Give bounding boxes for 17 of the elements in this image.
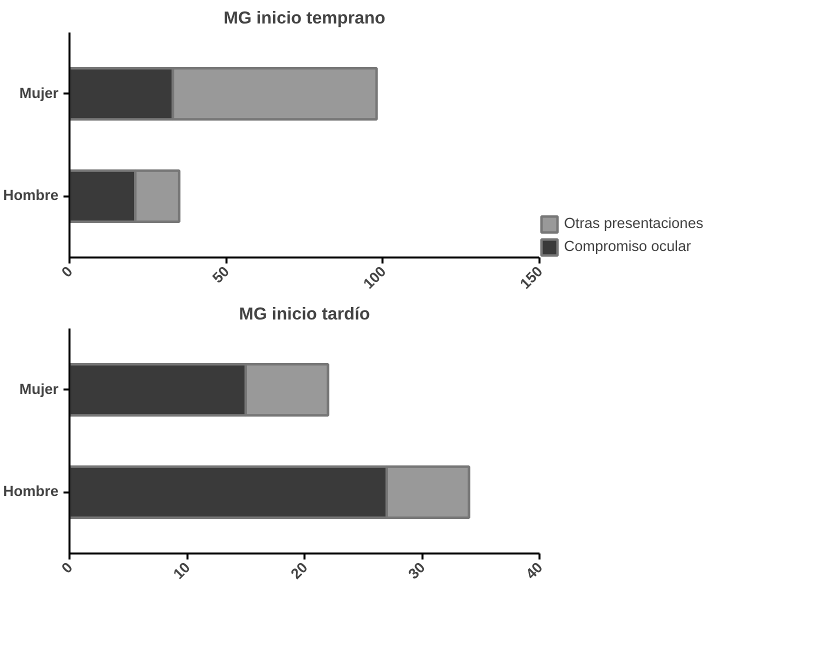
x-tick-label: 10 [170,560,194,583]
y-tick-label: Mujer [19,382,59,398]
y-tick-label: Mujer [19,86,59,102]
x-tick-label: 30 [406,560,429,583]
x-tick-label: 0 [59,264,76,281]
y-tick-label: Hombre [3,188,59,204]
legend-label: Otras presentaciones [564,216,704,232]
x-tick-label: 40 [523,560,546,583]
chart-title: MG inicio tardío [239,304,370,324]
x-tick-label: 0 [59,560,76,577]
y-tick-label: Hombre [3,484,59,500]
x-tick-label: 150 [518,264,546,293]
x-tick-label: 100 [360,264,390,293]
legend-label: Compromiso ocular [564,239,692,255]
x-tick-label: 20 [288,560,312,583]
chart-title: MG inicio temprano [224,8,386,28]
x-tick-label: 50 [210,264,233,287]
